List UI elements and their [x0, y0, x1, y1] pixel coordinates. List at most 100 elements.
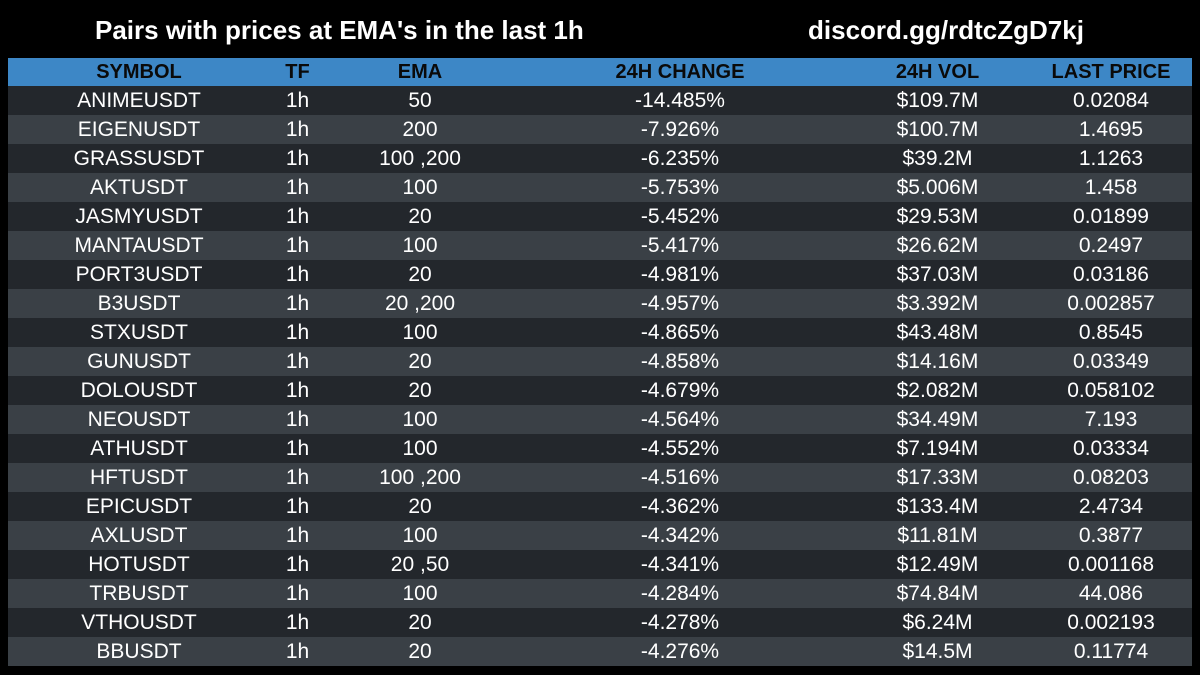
volume-cell: $74.84M [896, 581, 979, 605]
ema-cell: 20 [408, 639, 432, 663]
symbol-cell: HFTUSDT [90, 465, 188, 489]
column-header-tf[interactable]: TF [285, 60, 310, 83]
volume-cell: $7.194M [896, 436, 979, 460]
table-row[interactable]: B3USDT 1h 20 ,200 -4.957% $3.392M 0.002857 [8, 289, 1192, 318]
table-row[interactable]: EPICUSDT 1h 20 -4.362% $133.4M 2.4734 [8, 492, 1192, 521]
tf-cell: 1h [285, 523, 310, 547]
volume-cell: $14.5M [902, 639, 973, 663]
change-cell: -4.564% [640, 407, 720, 431]
tf-cell: 1h [285, 581, 310, 605]
price-cell: 0.002857 [1067, 291, 1155, 315]
tf-cell: 1h [285, 233, 310, 257]
price-cell: 0.11774 [1073, 639, 1149, 663]
table-row[interactable]: ATHUSDT 1h 100 -4.552% $7.194M 0.03334 [8, 434, 1192, 463]
symbol-cell: HOTUSDT [88, 552, 190, 576]
tf-cell: 1h [285, 88, 310, 112]
symbol-cell: PORT3USDT [75, 262, 203, 286]
title-bar: Pairs with prices at EMA's in the last 1… [0, 0, 1200, 58]
change-cell: -7.926% [640, 117, 720, 141]
change-cell: -4.981% [640, 262, 720, 286]
change-cell: -5.452% [640, 204, 720, 228]
table-row[interactable]: TRBUSDT 1h 100 -4.284% $74.84M 44.086 [8, 579, 1192, 608]
table-row[interactable]: JASMYUSDT 1h 20 -5.452% $29.53M 0.01899 [8, 202, 1192, 231]
price-cell: 0.2497 [1078, 233, 1144, 257]
change-cell: -4.957% [640, 291, 720, 315]
volume-cell: $26.62M [896, 233, 979, 257]
ema-cell: 100 [402, 523, 438, 547]
symbol-cell: MANTAUSDT [74, 233, 204, 257]
symbol-cell: TRBUSDT [89, 581, 189, 605]
tf-cell: 1h [285, 117, 310, 141]
tf-cell: 1h [285, 465, 310, 489]
price-cell: 0.03186 [1073, 262, 1149, 286]
symbol-cell: BBUSDT [96, 639, 182, 663]
volume-cell: $100.7M [896, 117, 979, 141]
table-row[interactable]: AKTUSDT 1h 100 -5.753% $5.006M 1.458 [8, 173, 1192, 202]
table-row[interactable]: GUNUSDT 1h 20 -4.858% $14.16M 0.03349 [8, 347, 1192, 376]
table-row[interactable]: GRASSUSDT 1h 100 ,200 -6.235% $39.2M 1.1263 [8, 144, 1192, 173]
column-header-ema[interactable]: EMA [397, 60, 443, 83]
ema-cell: 100 ,200 [379, 465, 461, 489]
price-cell: 44.086 [1078, 581, 1144, 605]
column-header-last-price[interactable]: LAST PRICE [1051, 60, 1171, 83]
column-header-24h-vol[interactable]: 24H VOL [895, 60, 980, 83]
volume-cell: $43.48M [896, 320, 979, 344]
column-header-24h-change[interactable]: 24H CHANGE [615, 60, 745, 83]
tf-cell: 1h [285, 610, 310, 634]
ema-cell: 20 [408, 262, 432, 286]
volume-cell: $133.4M [896, 494, 979, 518]
volume-cell: $12.49M [896, 552, 979, 576]
tf-cell: 1h [285, 494, 310, 518]
price-cell: 1.1263 [1078, 146, 1144, 170]
tf-cell: 1h [285, 146, 310, 170]
table-row[interactable]: NEOUSDT 1h 100 -4.564% $34.49M 7.193 [8, 405, 1192, 434]
volume-cell: $14.16M [896, 349, 979, 373]
change-cell: -6.235% [640, 146, 720, 170]
price-cell: 0.001168 [1067, 552, 1155, 576]
symbol-cell: AXLUSDT [90, 523, 188, 547]
table-row[interactable]: STXUSDT 1h 100 -4.865% $43.48M 0.8545 [8, 318, 1192, 347]
change-cell: -4.865% [640, 320, 720, 344]
ema-cell: 100 [402, 581, 438, 605]
table-row[interactable]: AXLUSDT 1h 100 -4.342% $11.81M 0.3877 [8, 521, 1192, 550]
price-cell: 1.458 [1084, 175, 1138, 199]
ema-cell: 100 ,200 [379, 146, 461, 170]
change-cell: -4.679% [640, 378, 720, 402]
change-cell: -4.278% [640, 610, 720, 634]
ema-cell: 100 [402, 320, 438, 344]
table-row[interactable]: BBUSDT 1h 20 -4.276% $14.5M 0.11774 [8, 637, 1192, 666]
price-cell: 1.4695 [1078, 117, 1144, 141]
volume-cell: $2.082M [896, 378, 979, 402]
volume-cell: $29.53M [896, 204, 979, 228]
column-header-symbol[interactable]: SYMBOL [96, 60, 182, 83]
price-cell: 0.08203 [1073, 465, 1149, 489]
ema-cell: 20 ,50 [390, 552, 450, 576]
table-row[interactable]: ANIMEUSDT 1h 50 -14.485% $109.7M 0.02084 [8, 86, 1192, 115]
ema-cell: 20 [408, 494, 432, 518]
table-row[interactable]: DOLOUSDT 1h 20 -4.679% $2.082M 0.058102 [8, 376, 1192, 405]
change-cell: -4.284% [640, 581, 720, 605]
table-row[interactable]: MANTAUSDT 1h 100 -5.417% $26.62M 0.2497 [8, 231, 1192, 260]
change-cell: -4.552% [640, 436, 720, 460]
tf-cell: 1h [285, 262, 310, 286]
ema-cell: 50 [408, 88, 432, 112]
table-row[interactable]: HOTUSDT 1h 20 ,50 -4.341% $12.49M 0.001168 [8, 550, 1192, 579]
symbol-cell: JASMYUSDT [75, 204, 203, 228]
price-cell: 0.02084 [1073, 88, 1149, 112]
symbol-cell: NEOUSDT [87, 407, 191, 431]
price-cell: 0.01899 [1073, 204, 1149, 228]
discord-link[interactable]: discord.gg/rdtcZgD7kj [808, 15, 1084, 45]
tf-cell: 1h [285, 320, 310, 344]
symbol-cell: VTHOUSDT [81, 610, 197, 634]
change-cell: -5.753% [640, 175, 720, 199]
symbol-cell: ANIMEUSDT [77, 88, 201, 112]
table-row[interactable]: EIGENUSDT 1h 200 -7.926% $100.7M 1.4695 [8, 115, 1192, 144]
price-cell: 2.4734 [1078, 494, 1144, 518]
table-row[interactable]: HFTUSDT 1h 100 ,200 -4.516% $17.33M 0.08203 [8, 463, 1192, 492]
ema-cell: 100 [402, 233, 438, 257]
ema-cell: 20 [408, 349, 432, 373]
table-row[interactable]: PORT3USDT 1h 20 -4.981% $37.03M 0.03186 [8, 260, 1192, 289]
tf-cell: 1h [285, 407, 310, 431]
table-row[interactable]: VTHOUSDT 1h 20 -4.278% $6.24M 0.002193 [8, 608, 1192, 637]
symbol-cell: EPICUSDT [85, 494, 193, 518]
